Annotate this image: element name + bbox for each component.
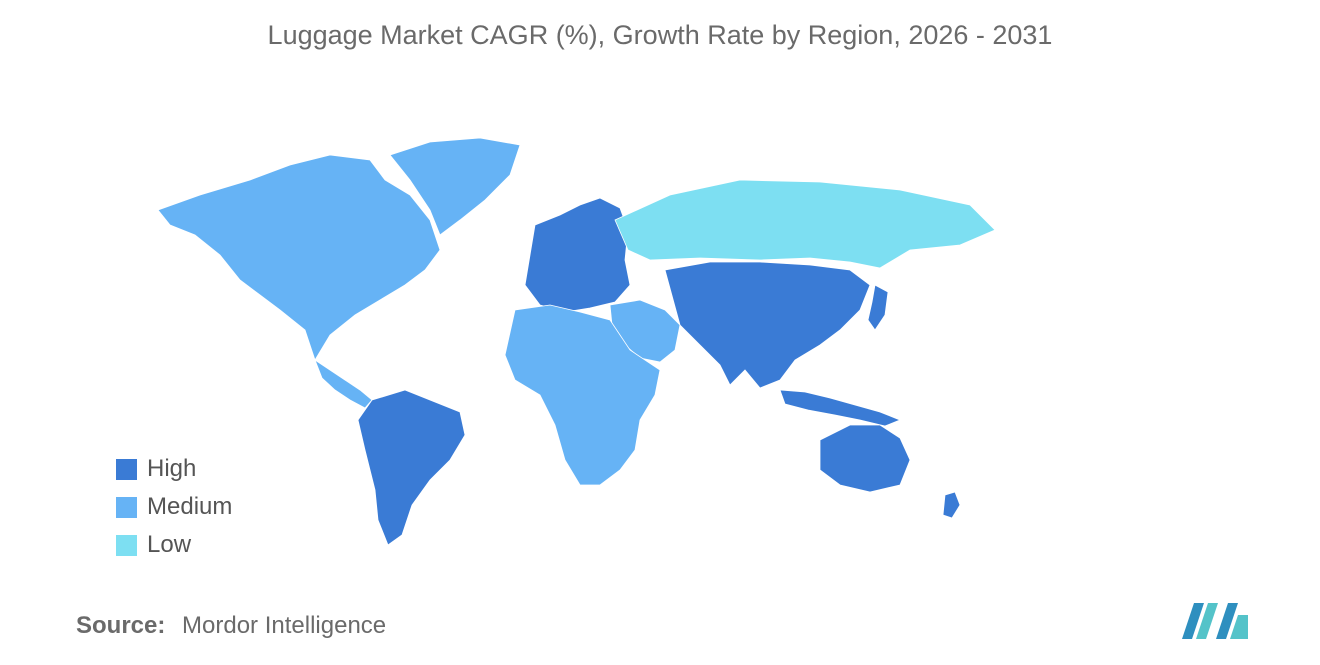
region-europe	[524, 197, 631, 313]
region-russia	[614, 179, 996, 269]
region-greenland	[389, 137, 521, 236]
region-oceania	[819, 424, 911, 493]
region-south-america	[357, 389, 466, 546]
legend: High Medium Low	[116, 450, 232, 564]
source-value: Mordor Intelligence	[182, 612, 387, 639]
mordor-intelligence-logo	[1182, 603, 1248, 639]
chart-title: Luggage Market CAGR (%), Growth Rate by …	[267, 20, 1053, 50]
legend-swatch-low	[116, 534, 137, 556]
legend-label-medium: Medium	[147, 493, 233, 520]
region-southeast-asia	[779, 389, 902, 427]
region-japan	[867, 284, 889, 331]
source-label: Source:	[76, 612, 166, 639]
legend-swatch-medium	[116, 496, 137, 518]
region-north-america	[157, 154, 441, 361]
legend-item-medium: Medium	[116, 488, 232, 526]
region-africa	[504, 304, 661, 486]
region-asia	[664, 261, 871, 389]
legend-label-low: Low	[147, 531, 192, 558]
region-new-zealand	[942, 491, 961, 519]
legend-item-high: High	[116, 450, 232, 488]
legend-item-low: Low	[116, 526, 232, 564]
world-map	[157, 137, 996, 546]
region-central-america	[314, 358, 373, 409]
source-line: Source: Mordor Intelligence	[76, 612, 386, 640]
legend-label-high: High	[147, 455, 197, 482]
legend-swatch-high	[116, 458, 137, 480]
